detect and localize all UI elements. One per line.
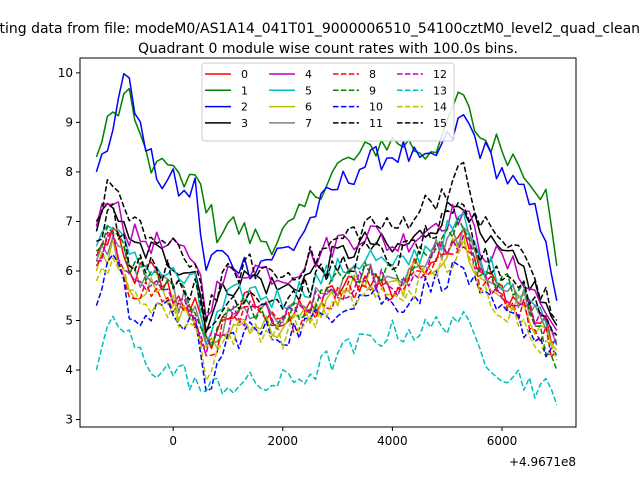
series-line-3 bbox=[95, 201, 558, 334]
legend-label-13: 13 bbox=[433, 84, 447, 97]
series-line-1 bbox=[95, 87, 558, 267]
y-tick-label: 5 bbox=[65, 314, 73, 328]
y-tick-label: 8 bbox=[65, 165, 73, 179]
series-line-14 bbox=[95, 239, 558, 382]
legend-label-3: 3 bbox=[241, 117, 248, 130]
series-line-13 bbox=[95, 310, 558, 405]
series-line-12 bbox=[96, 231, 558, 355]
series-line-5 bbox=[95, 212, 558, 347]
chart-suptitle: Plotting data from file: modeM0/AS1A14_0… bbox=[0, 21, 640, 37]
series-line-2 bbox=[95, 72, 558, 301]
legend-label-6: 6 bbox=[305, 101, 312, 114]
plot-frame bbox=[79, 57, 577, 428]
legend-label-11: 11 bbox=[369, 117, 383, 130]
x-axis: 0 2000 4000 6000 bbox=[169, 427, 517, 448]
series-line-9 bbox=[95, 217, 558, 371]
y-tick-label: 9 bbox=[65, 115, 73, 129]
chart-title: Quadrant 0 module wise count rates with … bbox=[138, 41, 518, 57]
series-line-15 bbox=[96, 201, 558, 336]
y-tick-label: 3 bbox=[65, 413, 73, 427]
legend-label-4: 4 bbox=[305, 68, 312, 81]
series-line-6 bbox=[95, 234, 558, 351]
x-tick-label: 2000 bbox=[268, 434, 299, 448]
legend-label-14: 14 bbox=[433, 101, 447, 114]
y-tick-label: 4 bbox=[65, 363, 73, 377]
x-tick-label: 0 bbox=[169, 434, 177, 448]
series-line-7 bbox=[95, 226, 558, 346]
legend-label-2: 2 bbox=[241, 101, 248, 114]
y-axis: 3 4 5 6 7 8 9 10 bbox=[58, 66, 80, 427]
series-line-8 bbox=[95, 230, 558, 358]
y-tick-label: 10 bbox=[58, 66, 73, 80]
legend-label-7: 7 bbox=[305, 117, 312, 130]
series-line-11 bbox=[95, 161, 558, 324]
y-tick-label: 7 bbox=[65, 214, 73, 228]
legend-label-12: 12 bbox=[433, 68, 447, 81]
legend-label-0: 0 bbox=[241, 68, 248, 81]
legend-label-9: 9 bbox=[369, 84, 376, 97]
legend-label-15: 15 bbox=[433, 117, 447, 130]
legend-label-8: 8 bbox=[369, 68, 376, 81]
x-offset-label: +4.9671e8 bbox=[509, 455, 576, 469]
legend-label-10: 10 bbox=[369, 101, 383, 114]
y-tick-label: 6 bbox=[65, 264, 73, 278]
plot-lines bbox=[95, 72, 558, 405]
x-tick-label: 6000 bbox=[487, 434, 518, 448]
legend-label-1: 1 bbox=[241, 84, 248, 97]
x-tick-label: 4000 bbox=[377, 434, 408, 448]
legend-label-5: 5 bbox=[305, 84, 312, 97]
legend-box bbox=[201, 62, 455, 142]
